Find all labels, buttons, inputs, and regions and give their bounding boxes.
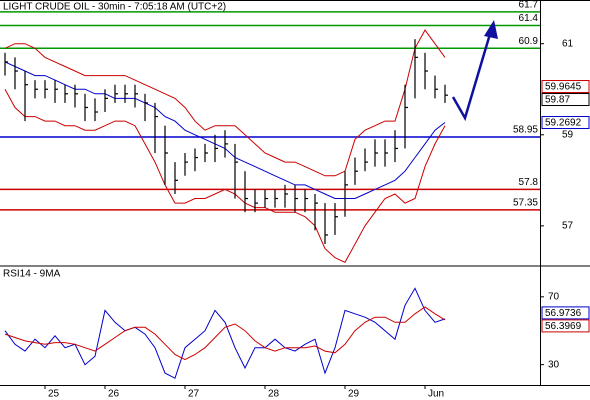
x-tick-label: 28 [268, 389, 280, 400]
value-label-box [541, 306, 590, 320]
indicator-line [4, 88, 446, 263]
x-tick-label: 25 [48, 389, 60, 400]
rsi-line [4, 306, 446, 361]
value-label: 59.9645 [545, 82, 582, 93]
level-label: 60.9 [519, 36, 539, 47]
x-tick-label: 26 [108, 389, 120, 400]
value-label: 56.3969 [545, 321, 582, 332]
price-panel: 61 59 57 61.7 61.4 60.9 58.95 57.8 57.35 59.9645 5… [0, 0, 590, 263]
value-label-box [541, 116, 590, 130]
value-label-box [541, 319, 590, 333]
y-tick-label: 61 [562, 38, 574, 49]
level-label: 57.35 [513, 198, 538, 209]
level-label: 61.4 [519, 13, 539, 24]
chart-title: LIGHT CRUDE OIL - 30min - 7:05:18 AM (UT… [3, 2, 226, 13]
x-tick-label: Jun [428, 389, 444, 400]
rsi-line [4, 287, 446, 379]
value-label: 56.9736 [545, 308, 582, 319]
y-tick-label: 30 [548, 359, 560, 370]
indicator-line [4, 29, 446, 177]
y-tick-label: 70 [548, 291, 560, 302]
forecast-arrow [451, 33, 492, 122]
level-label: 58.95 [513, 125, 538, 136]
y-tick-label: 59 [562, 129, 574, 140]
x-tick-label: 29 [348, 389, 360, 400]
y-tick-label: 57 [562, 220, 574, 231]
level-label: 57.8 [519, 177, 539, 188]
value-label-box [541, 80, 590, 94]
x-tick-label: 27 [188, 389, 200, 400]
rsi-title: RSI14 - 9MA [3, 269, 61, 280]
level-label: 61.7 [519, 0, 539, 10]
rsi-panel: 70 30 25 26 27 28 29 Jun 56.9736 56.3969 [4, 287, 590, 400]
value-label: 59.87 [545, 95, 570, 106]
forecast-arrow-head [484, 20, 498, 39]
value-label: 59.2692 [545, 118, 582, 129]
value-label-box [541, 93, 590, 107]
